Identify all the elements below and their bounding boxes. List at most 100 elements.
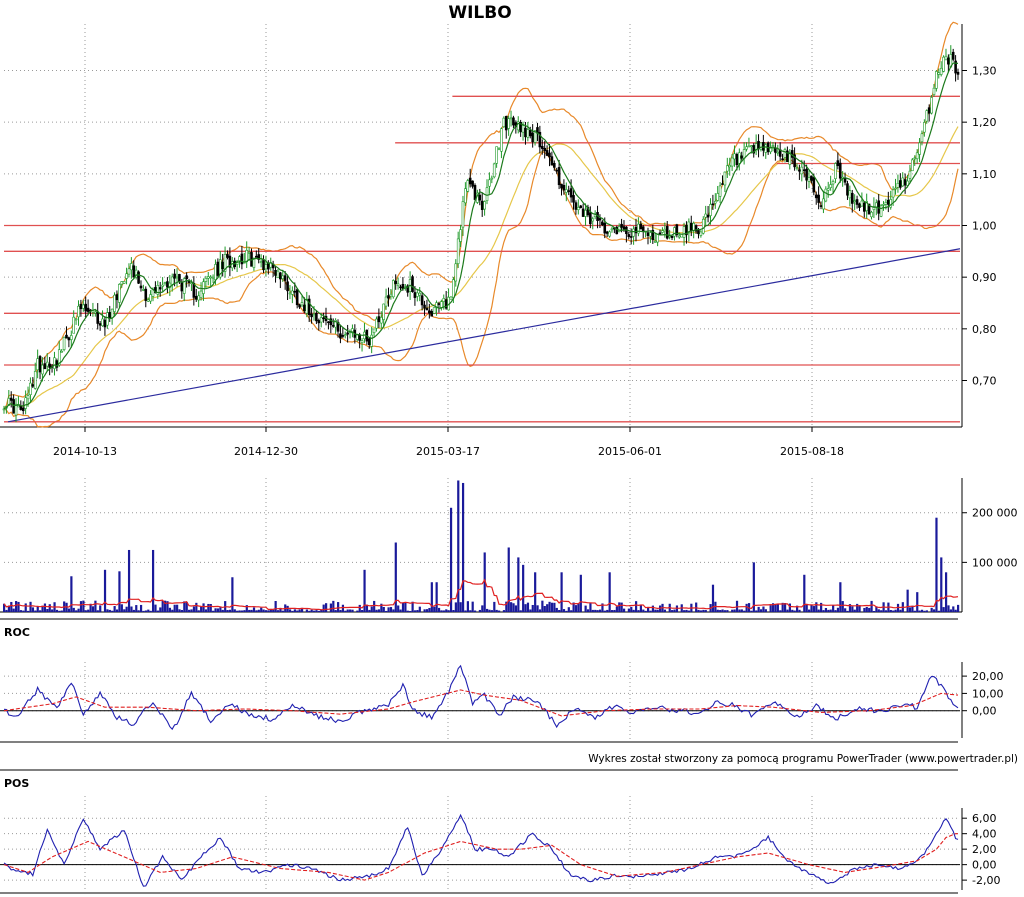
volume-bar <box>925 610 928 612</box>
volume-bar <box>920 609 924 612</box>
candle-body <box>661 230 664 233</box>
candle-body <box>899 180 902 188</box>
volume-bar <box>111 610 114 612</box>
volume-bar <box>502 610 506 612</box>
volume-bar <box>812 606 816 612</box>
volume-bar <box>127 549 131 612</box>
volume-bar <box>22 610 25 612</box>
volume-bar <box>380 603 383 612</box>
volume-bar <box>923 610 926 612</box>
volume-bar <box>5 609 8 612</box>
volume-bar <box>808 609 811 612</box>
candle-body <box>790 150 794 158</box>
volume-bar <box>942 607 945 612</box>
volume-bar <box>639 605 643 612</box>
volume-bar <box>34 610 37 612</box>
volume-bar <box>161 600 164 612</box>
volume-bar <box>281 610 284 612</box>
candle-body <box>144 288 148 301</box>
volume-bar <box>774 604 777 612</box>
candle-body <box>528 129 532 137</box>
candle-body <box>423 304 426 309</box>
volume-bar <box>397 605 400 612</box>
volume-bar <box>12 608 15 612</box>
candle-body <box>26 395 30 400</box>
candle-body <box>384 296 388 307</box>
volume-bar <box>853 609 856 612</box>
volume-bar <box>947 605 950 612</box>
volume-bar <box>317 610 320 612</box>
volume-bar <box>433 606 436 612</box>
candle-body <box>115 294 119 301</box>
volume-bar <box>906 589 909 612</box>
volume-bar <box>159 607 162 612</box>
candle-body <box>69 335 73 340</box>
candle-body <box>677 235 681 238</box>
volume-bar <box>723 610 727 612</box>
volume-bar <box>300 607 304 612</box>
candle-body <box>754 143 758 152</box>
volume-bar <box>221 609 224 612</box>
volume-bar <box>827 609 830 612</box>
pos-y-tick-label: 0,00 <box>972 859 997 872</box>
volume-bar <box>15 601 18 612</box>
candle-body <box>930 97 933 114</box>
volume-bar <box>764 609 767 612</box>
candle-body <box>620 223 623 228</box>
volume-bar <box>601 603 604 612</box>
volume-bar <box>286 605 289 612</box>
volume-bar <box>896 603 900 612</box>
volume-bar <box>848 604 852 612</box>
candle-body <box>509 117 513 120</box>
candle-body <box>492 163 496 178</box>
candle-body <box>257 254 261 260</box>
volume-bar <box>872 610 876 612</box>
candle-body <box>334 320 337 328</box>
volume-bar <box>618 602 621 612</box>
volume-bar <box>752 562 755 612</box>
candle-body <box>389 293 393 297</box>
volume-bar <box>889 609 892 612</box>
candle-body <box>750 145 753 147</box>
candle-body <box>62 336 66 350</box>
volume-bar <box>522 564 525 612</box>
candle-body <box>103 319 107 328</box>
volume-bar <box>702 609 705 612</box>
trendline <box>7 248 961 423</box>
candle-body <box>456 238 460 264</box>
candle-body <box>918 142 921 155</box>
candle-body <box>814 194 818 199</box>
volume-bar <box>630 606 633 612</box>
volume-bar <box>651 605 655 612</box>
volume-bar <box>344 610 347 612</box>
volume-bar <box>305 609 308 612</box>
candle-body <box>670 235 674 238</box>
volume-bar <box>375 609 378 612</box>
volume-bar <box>166 601 169 612</box>
price-y-tick-label: 0,90 <box>972 271 997 284</box>
volume-bar <box>654 609 657 612</box>
volume-bar <box>555 607 558 612</box>
volume-bar <box>916 592 919 612</box>
candle-body <box>223 254 227 272</box>
volume-bar <box>368 609 371 612</box>
candle-body <box>577 207 580 211</box>
candle-body <box>166 281 169 288</box>
volume-bar <box>647 607 650 612</box>
candle-body <box>413 292 417 298</box>
candle-body <box>557 167 561 186</box>
candle-body <box>831 181 835 185</box>
candle-body <box>355 334 359 340</box>
candle-body <box>372 328 376 333</box>
price-y-tick-label: 1,20 <box>972 116 997 129</box>
volume-bar <box>440 610 443 612</box>
candle-body <box>874 202 878 208</box>
candle-body <box>579 205 583 208</box>
volume-bar <box>562 609 566 612</box>
volume-bar <box>103 569 107 612</box>
volume-bar <box>644 610 647 612</box>
volume-bar <box>7 605 11 612</box>
volume-bar <box>473 610 477 612</box>
volume-bar <box>858 605 861 612</box>
volume-bar <box>430 582 433 612</box>
